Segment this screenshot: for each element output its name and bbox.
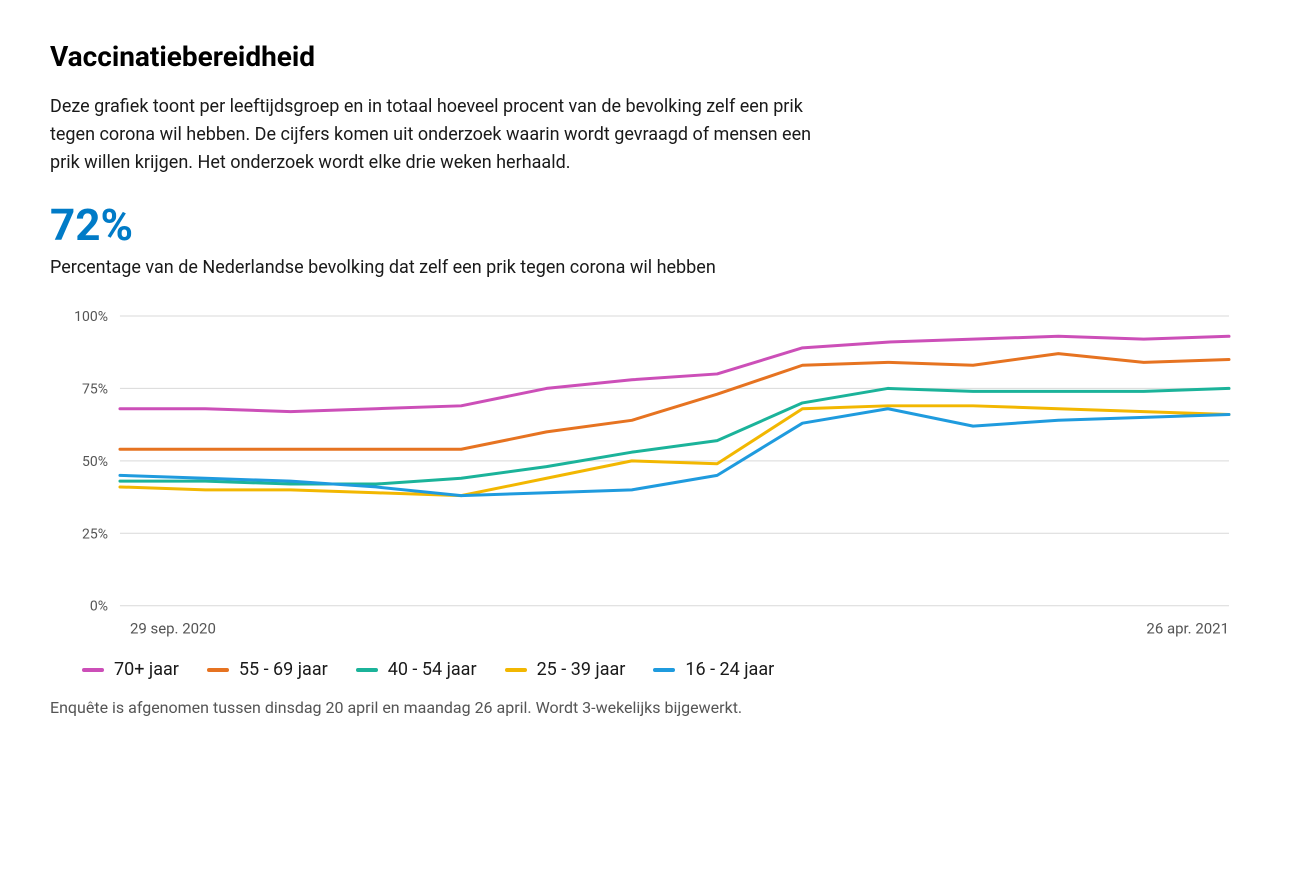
legend-label: 70+ jaar — [114, 659, 179, 680]
legend-swatch — [653, 668, 675, 672]
legend-swatch — [356, 668, 378, 672]
series-line — [120, 388, 1229, 484]
legend-label: 16 - 24 jaar — [685, 659, 774, 680]
legend-item: 16 - 24 jaar — [653, 659, 774, 680]
chart-footnote: Enquête is afgenomen tussen dinsdag 20 a… — [50, 698, 1249, 717]
x-axis-end-label: 26 apr. 2021 — [1146, 619, 1229, 637]
series-line — [120, 336, 1229, 411]
legend-item: 40 - 54 jaar — [356, 659, 477, 680]
chart-legend: 70+ jaar 55 - 69 jaar 40 - 54 jaar 25 - 39 … — [82, 659, 1249, 680]
line-chart: 0% 25% 50% 75% 100% 29 sep. 2020 26 apr. 2021 — [50, 306, 1249, 646]
legend-label: 40 - 54 jaar — [388, 659, 477, 680]
legend-swatch — [505, 668, 527, 672]
y-axis-label: 100% — [74, 309, 108, 325]
legend-swatch — [82, 668, 104, 672]
chart-description: Deze grafiek toont per leeftijdsgroep en… — [50, 93, 830, 177]
legend-item: 25 - 39 jaar — [505, 659, 626, 680]
y-axis-label: 25% — [82, 526, 108, 542]
legend-swatch — [207, 668, 229, 672]
legend-item: 55 - 69 jaar — [207, 659, 328, 680]
chart-title: Vaccinatiebereidheid — [50, 40, 1249, 73]
y-axis-label: 0% — [90, 598, 108, 614]
series-line — [120, 353, 1229, 449]
chart-svg: 0% 25% 50% 75% 100% 29 sep. 2020 26 apr. 2021 — [50, 306, 1249, 646]
y-axis-label: 50% — [82, 454, 108, 470]
x-axis-start-label: 29 sep. 2020 — [130, 619, 216, 637]
stat-caption: Percentage van de Nederlandse bevolking … — [50, 257, 1249, 278]
legend-item: 70+ jaar — [82, 659, 179, 680]
y-axis-label: 75% — [82, 381, 108, 397]
headline-stat: 72% — [50, 199, 1249, 251]
legend-label: 55 - 69 jaar — [239, 659, 328, 680]
legend-label: 25 - 39 jaar — [537, 659, 626, 680]
